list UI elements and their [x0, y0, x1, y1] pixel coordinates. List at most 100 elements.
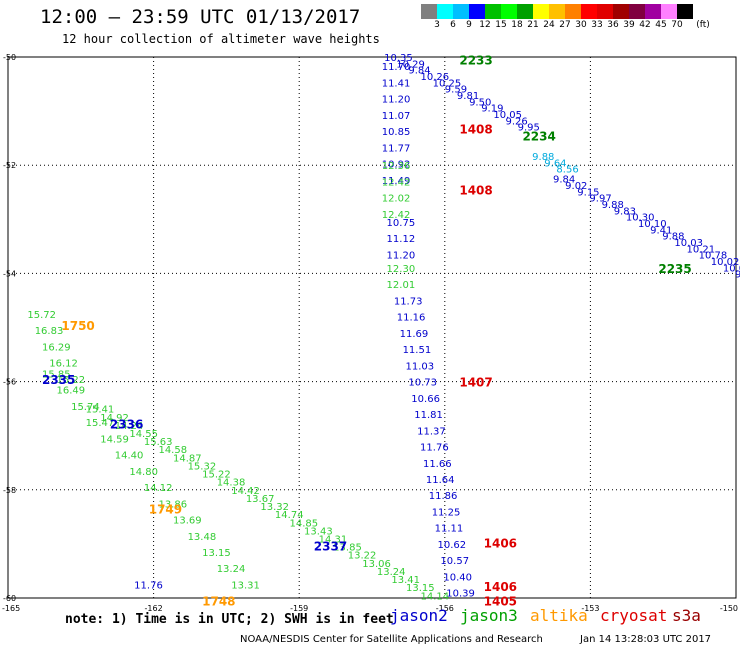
wave-height-label: 9.81: [457, 91, 479, 102]
wave-height-label: 11.66: [423, 459, 452, 470]
wave-height-label: 10.03: [674, 238, 703, 249]
wave-height-label: 12.01: [387, 280, 416, 291]
lat-tick-label: -58: [3, 486, 16, 495]
wave-height-label: 9.95: [518, 123, 540, 134]
wave-height-label: 10.25: [433, 78, 462, 89]
legend-swatch: [597, 4, 613, 19]
satellite-cryosat: cryosat: [600, 606, 668, 625]
wave-height-label: 13.67: [246, 494, 275, 505]
legend-swatch: [549, 4, 565, 19]
wave-height-label: 13.15: [202, 548, 231, 559]
wave-height-label: 9.59: [445, 85, 467, 96]
pass-time-label: 2336: [110, 417, 143, 431]
lon-tick-label: -153: [581, 604, 599, 613]
legend-swatch: [517, 4, 533, 19]
lat-tick-label: -52: [3, 161, 16, 170]
legend-swatch: [581, 4, 597, 19]
wave-height-label: 12.36: [382, 161, 411, 172]
legend-label: 30: [575, 20, 587, 30]
wave-height-label: 10.10: [638, 219, 667, 230]
legend-unit: (ft): [696, 20, 710, 30]
legend-swatch: [453, 4, 469, 19]
legend-label: 39: [623, 20, 635, 30]
legend-swatch: [469, 4, 485, 19]
wave-height-label: 14.92: [100, 413, 129, 424]
wave-height-label: 9.88: [662, 232, 684, 243]
lon-tick-label: -150: [720, 604, 738, 613]
wave-height-label: 11.12: [387, 234, 416, 245]
pass-time-label: 1408: [459, 184, 492, 198]
pass-time-label: 1748: [202, 595, 235, 609]
wave-height-label: 15.22: [57, 375, 86, 386]
wave-height-label: 9.41: [650, 225, 672, 236]
map-frame: [7, 56, 737, 599]
pass-time-label: 2235: [658, 262, 691, 276]
satellite-jason2: jason2: [390, 606, 448, 625]
wave-height-label: 9.83: [614, 206, 636, 217]
wave-height-label: 15.32: [188, 461, 217, 472]
wave-height-label: 15.63: [144, 437, 173, 448]
wave-height-label: 12.30: [387, 264, 416, 275]
wave-height-label: 9.19: [481, 104, 503, 115]
wave-height-label: 14.38: [217, 478, 246, 489]
wave-height-label: 10.21: [686, 244, 715, 255]
wave-height-label: 13.31: [231, 580, 260, 591]
legend-label: 70: [671, 20, 683, 30]
wave-height-label: 15.41: [86, 405, 115, 416]
wave-height-label: 10.78: [699, 251, 728, 262]
legend-swatch: [645, 4, 661, 19]
wave-height-label: 13.15: [406, 583, 435, 594]
wave-height-label: 13.86: [158, 499, 187, 510]
pass-time-label: 1406: [484, 580, 517, 594]
wave-height-label: 11.73: [394, 296, 423, 307]
wave-height-label: 9.97: [589, 194, 611, 205]
wave-height-label: 11.20: [382, 95, 411, 106]
wave-height-label: 14.55: [129, 429, 158, 440]
wave-height-label: 14.42: [231, 486, 260, 497]
wave-height-label: 11.76: [420, 443, 449, 454]
wave-height-label: 14.74: [275, 510, 304, 521]
wave-height-label: 13.24: [377, 567, 406, 578]
wave-height-label: 14.80: [129, 467, 158, 478]
lat-tick-label: -50: [3, 53, 16, 62]
lat-tick-label: -54: [3, 269, 16, 278]
wave-height-label: 10.39: [446, 589, 475, 600]
page-subtitle: 12 hour collection of altimeter wave hei…: [62, 32, 380, 46]
footnote: note: 1) Time is in UTC; 2) SWH is in fe…: [65, 612, 394, 627]
pass-time-label: 2234: [522, 129, 555, 143]
legend-label: 45: [655, 20, 667, 30]
wave-height-label: 9.02: [565, 181, 587, 192]
wave-height-label: 14.87: [173, 453, 202, 464]
wave-height-label: 15.47: [86, 418, 115, 429]
lon-tick-label: -159: [290, 604, 308, 613]
pass-time-label: 2335: [42, 373, 75, 387]
wave-height-label: 11.77: [382, 143, 411, 154]
wave-height-label: 13.43: [304, 526, 333, 537]
pass-time-label: 2337: [314, 540, 347, 554]
wave-height-label: 13.85: [333, 543, 362, 554]
wave-height-label: 16.49: [57, 386, 86, 397]
legend-swatch: [629, 4, 645, 19]
pass-time-label: 1749: [149, 503, 182, 517]
wave-height-label: 10.85: [382, 127, 411, 138]
legend-label: 3: [434, 20, 440, 30]
wave-height-label: 9.50: [469, 97, 491, 108]
wave-height-label: 13.22: [348, 551, 377, 562]
wave-height-label: 11.86: [429, 491, 458, 502]
legend-label: 18: [511, 20, 523, 30]
legend-label: 9: [466, 20, 472, 30]
wave-height-label: 10.57: [440, 556, 469, 567]
wave-height-label: 9.88: [532, 152, 554, 163]
legend-color-bar: [421, 4, 731, 19]
wave-height-label: 14.58: [158, 445, 187, 456]
wave-height-label: 10.30: [626, 213, 655, 224]
wave-height-label: 11.37: [417, 426, 446, 437]
wave-height-label: 14.24: [115, 421, 144, 432]
pass-time-label: 1750: [61, 319, 94, 333]
satellite-jason3: jason3: [460, 606, 518, 625]
satellite-s3a: s3a: [672, 606, 701, 625]
wave-height-label: 11.81: [414, 410, 443, 421]
legend-swatch: [501, 4, 517, 19]
legend-label: 36: [607, 20, 619, 30]
